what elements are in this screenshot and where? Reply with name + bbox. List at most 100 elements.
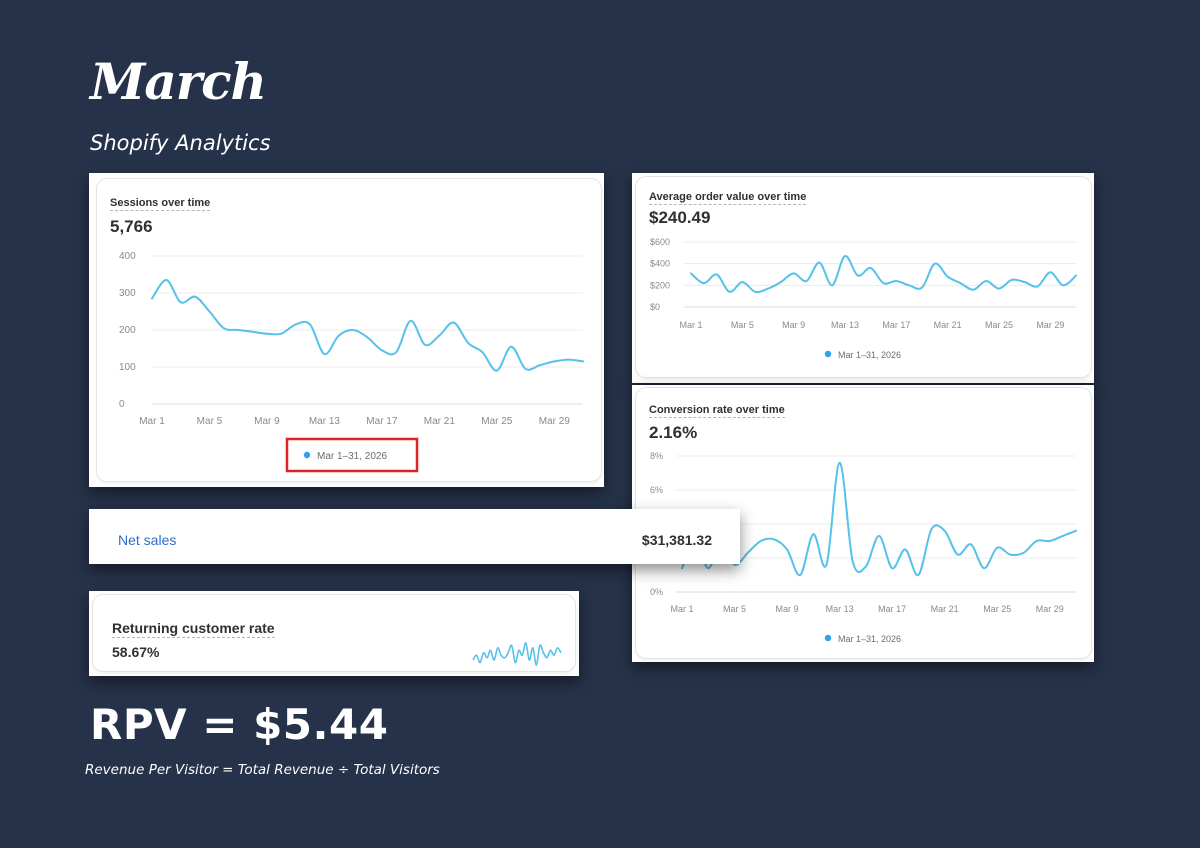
returning-customer-card: Returning customer rate 58.67% — [89, 591, 579, 676]
data-point — [1010, 279, 1013, 281]
data-point — [1036, 285, 1039, 288]
data-point — [891, 567, 894, 570]
data-point — [983, 567, 985, 570]
data-point — [495, 369, 498, 372]
chart-total: 2.16% — [649, 423, 698, 442]
data-point — [409, 319, 412, 322]
data-point — [467, 342, 469, 344]
x-tick-label: Mar 5 — [197, 416, 223, 427]
net-sales-card[interactable]: Net sales $31,381.32 — [89, 509, 740, 564]
data-point — [946, 275, 949, 278]
data-point — [251, 330, 254, 333]
data-point — [741, 281, 744, 283]
data-point — [510, 345, 513, 348]
chart-title: Conversion rate over time — [649, 404, 785, 418]
sessions-card: Sessions over time 5,766 400 300 200 100 0 Ma… — [89, 173, 604, 487]
data-point — [773, 538, 775, 541]
data-point — [838, 461, 841, 464]
data-point — [222, 327, 225, 330]
data-point — [998, 287, 1000, 290]
data-point — [582, 360, 584, 363]
data-point — [294, 323, 297, 326]
x-tick-label: Mar 21 — [424, 416, 456, 427]
data-point — [972, 288, 975, 291]
data-point — [165, 279, 168, 281]
x-tick-label: Mar 29 — [539, 416, 571, 427]
data-point — [831, 284, 834, 287]
aov-chart: $600 $400 $200 $0 Mar 1 Mar 5 Mar 9 Mar 13 Mar 1… — [650, 237, 1077, 360]
x-tick-label: Mar 9 — [254, 416, 280, 427]
y-tick-label: $200 — [650, 280, 670, 290]
y-tick-label: 100 — [119, 362, 136, 373]
data-point — [1075, 529, 1077, 532]
data-point — [904, 548, 907, 551]
rpv-value: RPV = $5.44 — [90, 700, 389, 749]
y-tick-label: 200 — [119, 325, 136, 336]
x-tick-label: Mar 5 — [731, 320, 754, 330]
x-tick-label: Mar 29 — [1036, 320, 1064, 330]
net-sales-label[interactable]: Net sales — [118, 532, 177, 548]
data-point — [754, 290, 757, 293]
data-point — [690, 272, 692, 275]
data-point — [208, 310, 211, 313]
y-tick-label: 0 — [119, 399, 125, 410]
data-point — [380, 349, 383, 352]
data-point — [567, 358, 570, 361]
y-tick-label: $600 — [650, 237, 670, 247]
x-tick-label: Mar 13 — [831, 320, 859, 330]
x-tick-label: Mar 25 — [983, 604, 1011, 614]
chart-total: $240.49 — [649, 208, 711, 227]
data-point — [818, 261, 821, 264]
data-point — [237, 329, 240, 331]
x-tick-label: Mar 17 — [878, 604, 906, 614]
chart-title: Average order value over time — [649, 191, 807, 205]
data-point — [985, 280, 988, 282]
rpv-formula: Revenue Per Visitor = Total Revenue ÷ To… — [85, 762, 440, 778]
data-point — [524, 367, 527, 370]
chart-total: 58.67% — [112, 644, 160, 660]
data-point — [970, 543, 972, 546]
data-point — [882, 282, 885, 285]
data-point — [1062, 284, 1065, 287]
legend-dot — [824, 350, 832, 358]
data-point — [438, 334, 441, 337]
data-point — [959, 282, 962, 285]
legend-label: Mar 1–31, 2026 — [838, 634, 901, 644]
data-point — [956, 553, 959, 556]
data-point — [280, 332, 283, 335]
x-tick-label: Mar 21 — [934, 320, 962, 330]
data-point — [856, 274, 859, 277]
data-point — [1061, 535, 1064, 537]
data-point — [996, 546, 999, 549]
data-point — [395, 351, 398, 354]
x-tick-label: Mar 17 — [882, 320, 910, 330]
data-point — [733, 563, 736, 566]
legend-label: Mar 1–31, 2026 — [317, 451, 387, 462]
y-tick-label: 400 — [119, 251, 136, 262]
data-point — [930, 528, 933, 530]
y-tick-label: 0% — [650, 587, 663, 597]
data-point — [851, 560, 854, 563]
data-point — [759, 540, 762, 542]
y-tick-label: $400 — [650, 259, 670, 269]
x-tick-label: Mar 13 — [309, 416, 341, 427]
data-point — [908, 284, 911, 287]
data-point — [553, 360, 556, 363]
sessions-chart: 400 300 200 100 0 Mar 1 Mar 5 Mar 9 Mar 13 Mar 17… — [119, 251, 584, 473]
x-tick-label: Mar 21 — [931, 604, 959, 614]
data-point — [917, 574, 920, 576]
y-tick-label: 6% — [650, 485, 663, 495]
data-point — [681, 567, 683, 570]
data-point — [323, 353, 326, 355]
data-point — [812, 533, 815, 536]
chart-total: 5,766 — [110, 217, 153, 236]
data-point — [943, 529, 946, 532]
data-point — [805, 280, 808, 282]
y-tick-label: $0 — [650, 302, 660, 312]
data-point — [1048, 540, 1051, 542]
page-subtitle: Shopify Analytics — [90, 131, 271, 155]
data-point — [786, 548, 788, 551]
data-point — [1009, 553, 1012, 556]
y-tick-label: 8% — [650, 451, 663, 461]
